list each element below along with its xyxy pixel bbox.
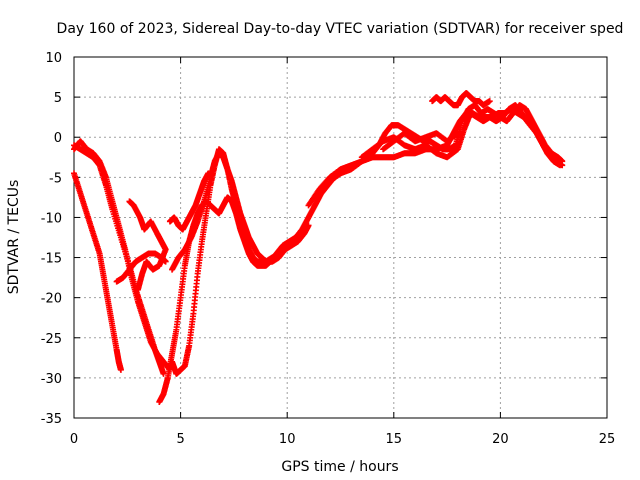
series-track-5: [113, 250, 169, 285]
data-point: [305, 222, 312, 229]
y-tick-label: -15: [41, 252, 62, 267]
x-tick-label: 10: [279, 432, 296, 447]
series-track-6: [156, 166, 350, 405]
data-point: [117, 366, 124, 373]
data-point: [294, 234, 301, 241]
y-tick-label: -35: [41, 412, 62, 427]
y-tick-label: -10: [41, 211, 62, 226]
axis-ticks: 0 5 10 15 20 25 -35 -30 -25 -20 -15 -10 -5 0 5 10: [41, 51, 616, 447]
y-tick-label: -25: [41, 332, 62, 347]
series-track-3: [71, 138, 173, 373]
grid: [74, 57, 607, 418]
data-point: [134, 286, 141, 293]
data-point: [486, 98, 493, 105]
x-axis-label: GPS time / hours: [281, 459, 398, 475]
x-tick-label: 25: [599, 432, 616, 447]
series-track-13: [380, 130, 461, 153]
series-track-8: [169, 146, 301, 377]
y-axis-label: SDTVAR / TECUs: [6, 180, 22, 295]
y-tick-label: 0: [54, 131, 62, 146]
series-track-1: [71, 170, 124, 373]
x-tick-label: 15: [386, 432, 403, 447]
y-tick-label: 5: [54, 91, 62, 106]
series-track-9: [166, 170, 212, 233]
series-track-14: [429, 90, 493, 109]
chart-title: Day 160 of 2023, Sidereal Day-to-day VTE…: [57, 21, 624, 37]
x-tick-label: 20: [492, 432, 509, 447]
y-tick-label: -30: [41, 372, 62, 387]
data-point: [205, 170, 212, 177]
y-tick-label: -20: [41, 292, 62, 307]
data-points: [71, 90, 566, 405]
y-tick-label: 10: [45, 51, 62, 66]
data-point: [557, 162, 564, 169]
data-point: [162, 258, 169, 265]
x-tick-label: 0: [70, 432, 78, 447]
plot-frame: [73, 56, 608, 419]
data-point: [454, 130, 461, 137]
y-tick-label: -5: [49, 171, 62, 186]
x-tick-label: 5: [176, 432, 184, 447]
series-track-12: [358, 102, 564, 169]
